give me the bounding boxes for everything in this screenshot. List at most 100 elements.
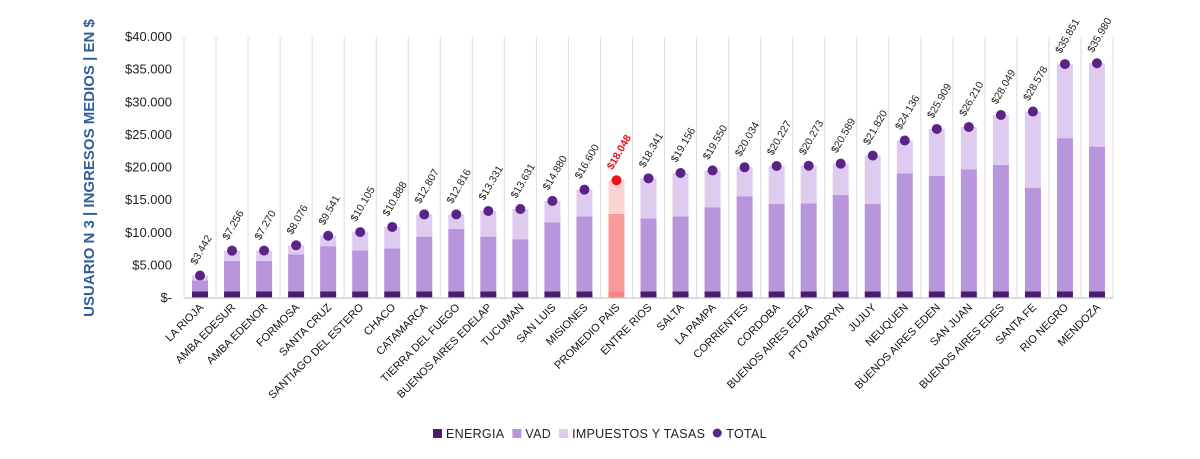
legend-label: IMPUESTOS Y TASAS (572, 427, 705, 441)
bar-vad (864, 204, 881, 292)
y-tick-label: $35.000 (125, 62, 172, 77)
total-point (1059, 59, 1070, 70)
legend-label: ENERGIA (446, 427, 505, 441)
data-label: $19.156 (669, 125, 698, 164)
data-label: $20.273 (797, 118, 826, 157)
bar-energia (384, 291, 401, 298)
bar-impuestos-y-tasas (704, 170, 721, 208)
total-point (259, 245, 270, 256)
bar-impuestos-y-tasas (896, 140, 913, 174)
bar-impuestos-y-tasas (736, 167, 753, 197)
total-point (1027, 106, 1038, 117)
bar-energia (800, 291, 817, 298)
bar-energia (960, 291, 977, 298)
total-point (835, 158, 846, 169)
total-point (515, 204, 526, 215)
bar-vad (1088, 146, 1105, 292)
data-label: $35.980 (1085, 16, 1114, 55)
bar-energia (1024, 291, 1041, 298)
bar-energia (320, 291, 337, 298)
data-label: $10.888 (380, 179, 409, 218)
bar-impuestos-y-tasas (864, 155, 881, 205)
legend-label: TOTAL (726, 427, 767, 441)
bar-energia (448, 291, 465, 298)
bar-impuestos-y-tasas (224, 250, 241, 261)
bar-vad (1056, 138, 1073, 292)
total-point (1091, 58, 1102, 69)
total-point (483, 206, 494, 217)
bar-vad (736, 196, 753, 292)
data-label: $16.600 (573, 142, 602, 181)
category-label: PTO MADRYN (787, 302, 847, 362)
y-tick-label: $15.000 (125, 192, 172, 207)
total-point (867, 150, 878, 161)
bar-vad (448, 228, 465, 292)
total-point (739, 162, 750, 173)
total-point (579, 184, 590, 195)
bar-energia (1056, 291, 1073, 298)
bar-vad (352, 250, 369, 292)
bar-energia (256, 291, 273, 298)
bar-impuestos-y-tasas (1088, 63, 1105, 147)
bar-vad (960, 169, 977, 292)
total-point (963, 121, 974, 132)
total-point (707, 165, 718, 176)
data-label: $24.136 (893, 93, 922, 132)
bar-energia (768, 291, 785, 298)
bar-energia (224, 291, 241, 298)
total-point (419, 209, 430, 220)
bar-impuestos-y-tasas (576, 189, 593, 217)
bar-impuestos-y-tasas (320, 235, 337, 247)
data-label: $3.442 (188, 233, 215, 267)
data-label: $21.820 (861, 108, 890, 147)
bar-vad (800, 203, 817, 292)
bar-vad (320, 246, 337, 292)
bar-impuestos-y-tasas (256, 250, 273, 261)
bar-impuestos-y-tasas (800, 165, 817, 204)
bar-vad (224, 260, 241, 292)
total-point (291, 240, 302, 251)
bar-vad (768, 204, 785, 292)
data-label: $10.105 (348, 185, 377, 224)
bar-impuestos-y-tasas (640, 178, 657, 219)
bar-energia (992, 291, 1009, 298)
legend-label: VAD (525, 427, 551, 441)
legend-marker-total (712, 428, 722, 438)
y-tick-label: $5.000 (132, 257, 172, 272)
total-point (387, 221, 398, 232)
bar-energia (480, 291, 497, 298)
bar-energia (672, 291, 689, 298)
total-point (771, 161, 782, 172)
bar-vad (672, 216, 689, 292)
y-axis-title: USUARIO N 3 | INGRESOS MEDIOS | EN $ (81, 19, 98, 317)
data-label: $13.331 (477, 164, 506, 203)
bar-vad (608, 213, 625, 292)
data-label: $12.807 (412, 167, 441, 206)
y-axis-ticks: $- $5.000 $10.000 $15.000 $20.000 $25.000 $30.… (125, 29, 172, 305)
bar-energia (288, 291, 305, 298)
data-label: $12.816 (444, 167, 473, 206)
data-label: $9.541 (316, 193, 343, 227)
data-label: $18.341 (637, 131, 666, 170)
bar-vad (928, 175, 945, 292)
bar-impuestos-y-tasas (1056, 64, 1073, 139)
y-tick-label: $25.000 (125, 127, 172, 142)
data-label: $25.909 (925, 81, 954, 120)
data-label: $7.256 (220, 208, 247, 242)
total-point (899, 135, 910, 146)
y-tick-label: $40.000 (125, 29, 172, 44)
bar-impuestos-y-tasas (448, 214, 465, 229)
bar-vad (576, 216, 593, 292)
total-point (643, 173, 654, 184)
bar-energia (1088, 291, 1105, 298)
total-point (931, 123, 942, 134)
bars: $3.442$7.256 $7.270 $8.076 $9.541 $10.105 $10… (188, 16, 1115, 298)
data-label: $28.049 (989, 67, 1018, 106)
bar-energia (576, 291, 593, 298)
data-label: $19.550 (701, 123, 730, 162)
total-point (323, 230, 334, 241)
bar-energia (704, 291, 721, 298)
bar-impuestos-y-tasas (960, 126, 977, 170)
